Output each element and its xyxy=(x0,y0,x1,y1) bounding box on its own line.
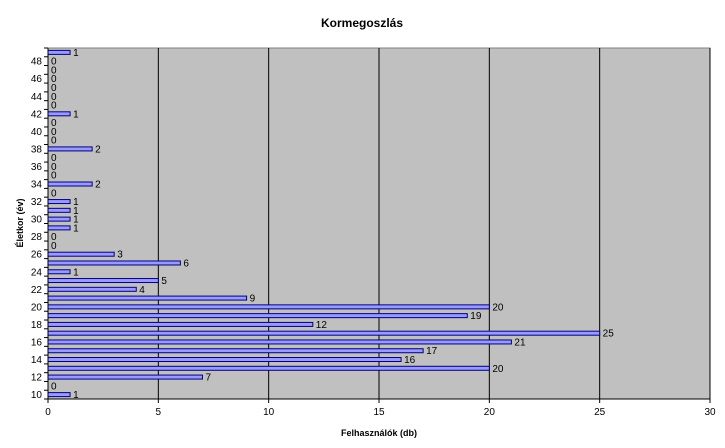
x-axis-label: Felhasználók (db) xyxy=(341,428,417,438)
bar-age-19 xyxy=(47,313,468,319)
y-tick-label-34: 34 xyxy=(31,180,43,191)
data-label-age-35: 0 xyxy=(51,171,57,182)
y-tick-label-48: 48 xyxy=(31,57,43,68)
y-tick-label-18: 18 xyxy=(31,320,43,331)
data-label-age-37: 0 xyxy=(51,153,57,164)
data-label-age-22: 4 xyxy=(139,285,145,296)
data-label-age-15: 17 xyxy=(426,346,438,357)
data-label-age-33: 0 xyxy=(51,188,57,199)
bar-age-14 xyxy=(47,357,402,363)
bar-age-23 xyxy=(47,278,159,284)
y-tick-label-16: 16 xyxy=(31,337,43,348)
data-label-age-14: 16 xyxy=(404,355,416,366)
data-label-age-26: 3 xyxy=(117,250,123,261)
data-label-age-36: 0 xyxy=(51,162,57,173)
bar-age-38 xyxy=(47,146,93,152)
data-label-age-31: 1 xyxy=(73,206,79,217)
bar-age-20 xyxy=(47,304,490,310)
bar-age-13 xyxy=(47,365,490,371)
data-label-age-47: 0 xyxy=(51,65,57,76)
y-tick-label-24: 24 xyxy=(31,267,43,278)
data-labels: 1072016172125121920945163001111020002000… xyxy=(51,48,614,401)
bar-age-31 xyxy=(47,207,71,213)
data-label-age-21: 9 xyxy=(250,294,256,305)
data-label-age-18: 12 xyxy=(316,320,328,331)
y-tick-label-10: 10 xyxy=(31,390,43,401)
data-label-age-32: 1 xyxy=(73,197,79,208)
data-label-age-24: 1 xyxy=(73,267,79,278)
data-label-age-25: 6 xyxy=(183,258,189,269)
y-tick-label-36: 36 xyxy=(31,162,43,173)
bar-age-10 xyxy=(47,392,71,398)
chart-title: Kormegoszlás xyxy=(321,16,403,30)
x-tick-label-10: 10 xyxy=(263,407,275,418)
data-label-age-10: 1 xyxy=(73,390,79,401)
bar-age-29 xyxy=(47,225,71,231)
bar-age-21 xyxy=(47,295,248,301)
bar-age-25 xyxy=(47,260,181,266)
y-tick-label-46: 46 xyxy=(31,74,43,85)
bar-age-32 xyxy=(47,199,71,205)
data-label-age-11: 0 xyxy=(51,381,57,392)
bar-age-12 xyxy=(47,374,203,380)
data-label-age-30: 1 xyxy=(73,215,79,226)
data-label-age-28: 0 xyxy=(51,232,57,243)
data-label-age-41: 0 xyxy=(51,118,57,129)
data-label-age-48: 0 xyxy=(51,57,57,68)
data-label-age-44: 0 xyxy=(51,92,57,103)
x-tick-label-0: 0 xyxy=(45,407,51,418)
data-label-age-23: 5 xyxy=(161,276,167,287)
data-label-age-16: 21 xyxy=(514,337,526,348)
bar-age-26 xyxy=(47,251,115,257)
data-label-age-39: 0 xyxy=(51,136,57,147)
data-label-age-17: 25 xyxy=(603,329,615,340)
y-tick-label-30: 30 xyxy=(31,215,43,226)
bar-age-49 xyxy=(47,49,71,55)
data-label-age-42: 1 xyxy=(73,109,79,120)
y-tick-label-32: 32 xyxy=(31,197,43,208)
data-label-age-13: 20 xyxy=(492,364,504,375)
x-tick-label-5: 5 xyxy=(156,407,162,418)
data-label-age-45: 0 xyxy=(51,83,57,94)
x-tick-label-15: 15 xyxy=(373,407,385,418)
data-label-age-40: 0 xyxy=(51,127,57,138)
data-label-age-49: 1 xyxy=(73,48,79,59)
y-tick-label-40: 40 xyxy=(31,127,43,138)
bar-age-16 xyxy=(47,339,512,345)
y-tick-label-22: 22 xyxy=(31,285,43,296)
axes xyxy=(44,47,711,403)
y-tick-label-38: 38 xyxy=(31,144,43,155)
bar-age-30 xyxy=(47,216,71,222)
data-label-age-46: 0 xyxy=(51,74,57,85)
y-tick-label-20: 20 xyxy=(31,302,43,313)
y-axis-label: Életkor (év) xyxy=(15,198,25,247)
data-label-age-29: 1 xyxy=(73,223,79,234)
data-label-age-19: 19 xyxy=(470,311,482,322)
bar-age-34 xyxy=(47,181,93,187)
y-tick-label-14: 14 xyxy=(31,355,43,366)
bar-age-42 xyxy=(47,111,71,117)
data-label-age-12: 7 xyxy=(205,373,211,384)
bar-age-17 xyxy=(47,330,601,336)
x-tick-label-20: 20 xyxy=(484,407,496,418)
y-tick-labels: 10 12 14 16 18 20 22 24 26 28 30 32 34 36 38 40 42 44 46 48 xyxy=(31,57,43,401)
y-tick-label-44: 44 xyxy=(31,92,43,103)
x-tick-labels: 0 5 10 15 20 25 30 xyxy=(45,407,716,418)
bar-age-18 xyxy=(47,321,314,327)
x-tick-label-30: 30 xyxy=(704,407,716,418)
x-tick-label-25: 25 xyxy=(594,407,606,418)
data-label-age-38: 2 xyxy=(95,144,101,155)
bar-age-22 xyxy=(47,286,137,292)
data-label-age-34: 2 xyxy=(95,180,101,191)
data-label-age-27: 0 xyxy=(51,241,57,252)
bar-age-15 xyxy=(47,348,424,354)
data-label-age-43: 0 xyxy=(51,101,57,112)
y-tick-label-26: 26 xyxy=(31,250,43,261)
data-label-age-20: 20 xyxy=(492,302,504,313)
y-tick-label-42: 42 xyxy=(31,109,43,120)
y-tick-label-12: 12 xyxy=(31,373,43,384)
bar-age-24 xyxy=(47,269,71,275)
y-tick-label-28: 28 xyxy=(31,232,43,243)
